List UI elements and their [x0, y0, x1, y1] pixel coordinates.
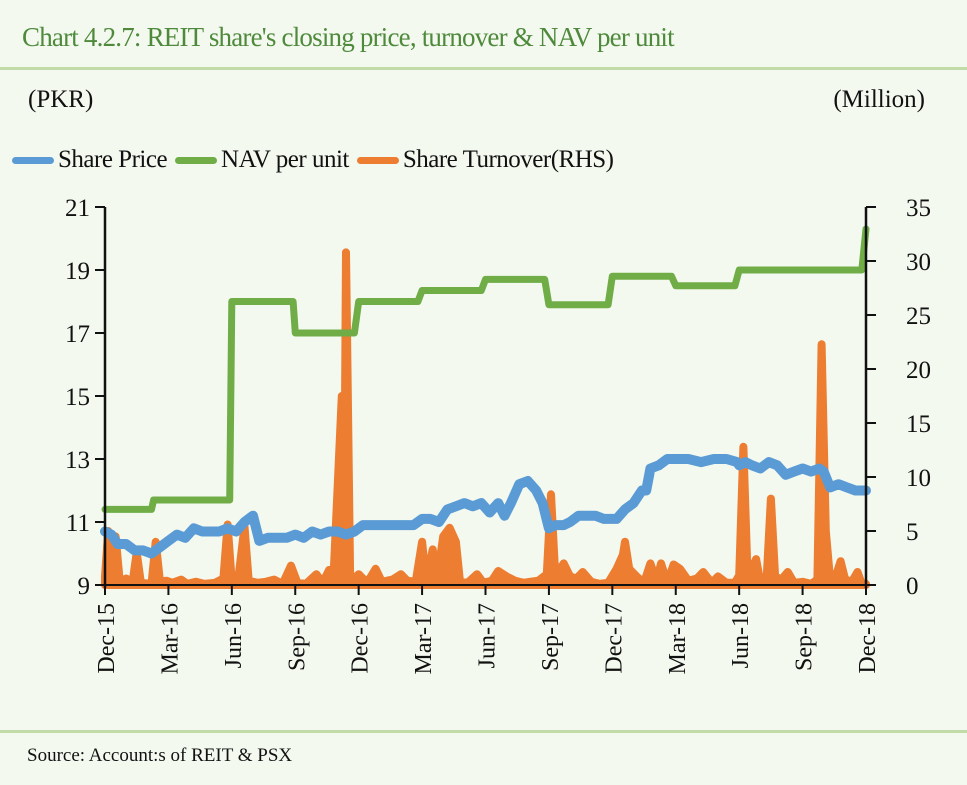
legend-item-share-price: Share Price — [12, 146, 168, 174]
x-tick-label: Dec-15 — [94, 603, 120, 674]
x-tick-label: Jun-16 — [221, 603, 247, 668]
series-area-share-turnover-rhs — [101, 248, 870, 589]
source-divider — [0, 730, 967, 733]
right-tick-label: 15 — [906, 411, 931, 438]
right-tick-label: 0 — [906, 573, 919, 600]
right-tick-label: 25 — [906, 303, 931, 330]
x-tick-label: Jun-18 — [728, 603, 754, 668]
left-tick-label: 17 — [65, 321, 90, 348]
legend-swatch-turnover — [356, 156, 399, 164]
legend-swatch-nav — [175, 156, 218, 164]
left-tick-label: 21 — [65, 195, 90, 222]
x-tick-label: Dec-18 — [855, 603, 881, 674]
x-tick-label: Sep-17 — [538, 603, 564, 671]
left-axis-unit: (PKR) — [28, 86, 94, 113]
x-tick-label: Jun-17 — [475, 603, 501, 668]
legend-label-nav: NAV per unit — [221, 146, 349, 173]
legend-item-nav: NAV per unit — [175, 146, 349, 174]
left-tick-label: 15 — [65, 384, 90, 411]
right-tick-label: 5 — [906, 519, 919, 546]
right-tick-label: 20 — [906, 357, 931, 384]
legend-swatch-share-price — [12, 156, 54, 164]
legend-label-turnover: Share Turnover(RHS) — [402, 146, 614, 173]
x-tick-label: Dec-16 — [348, 603, 374, 674]
x-tick-label: Dec-17 — [601, 603, 627, 674]
x-tick-label: Mar-17 — [411, 603, 437, 675]
title-divider — [0, 67, 967, 70]
right-axis-unit: (Million) — [833, 86, 925, 113]
x-tick-label: Mar-16 — [157, 603, 183, 675]
x-tick-label: Mar-18 — [665, 603, 691, 675]
left-tick-label: 19 — [65, 258, 90, 285]
left-tick-label: 9 — [78, 573, 91, 600]
chart-title: Chart 4.2.7: REIT share's closing price,… — [22, 22, 675, 52]
x-tick-label: Sep-18 — [792, 603, 818, 671]
right-tick-label: 30 — [906, 249, 931, 276]
legend-label-share-price: Share Price — [58, 146, 168, 173]
right-tick-label: 35 — [906, 195, 931, 222]
legend: Share Price NAV per unit Share Turnover(… — [12, 146, 622, 174]
right-tick-label: 10 — [906, 465, 931, 492]
x-tick-label: Sep-16 — [284, 603, 310, 671]
left-tick-label: 13 — [65, 447, 90, 474]
legend-item-turnover: Share Turnover(RHS) — [356, 146, 614, 174]
source-note: Source: Account:s of REIT & PSX — [27, 745, 293, 766]
series-line-share-price — [100, 454, 871, 559]
series-line-nav-per-unit — [101, 225, 870, 513]
left-tick-label: 11 — [66, 510, 90, 537]
